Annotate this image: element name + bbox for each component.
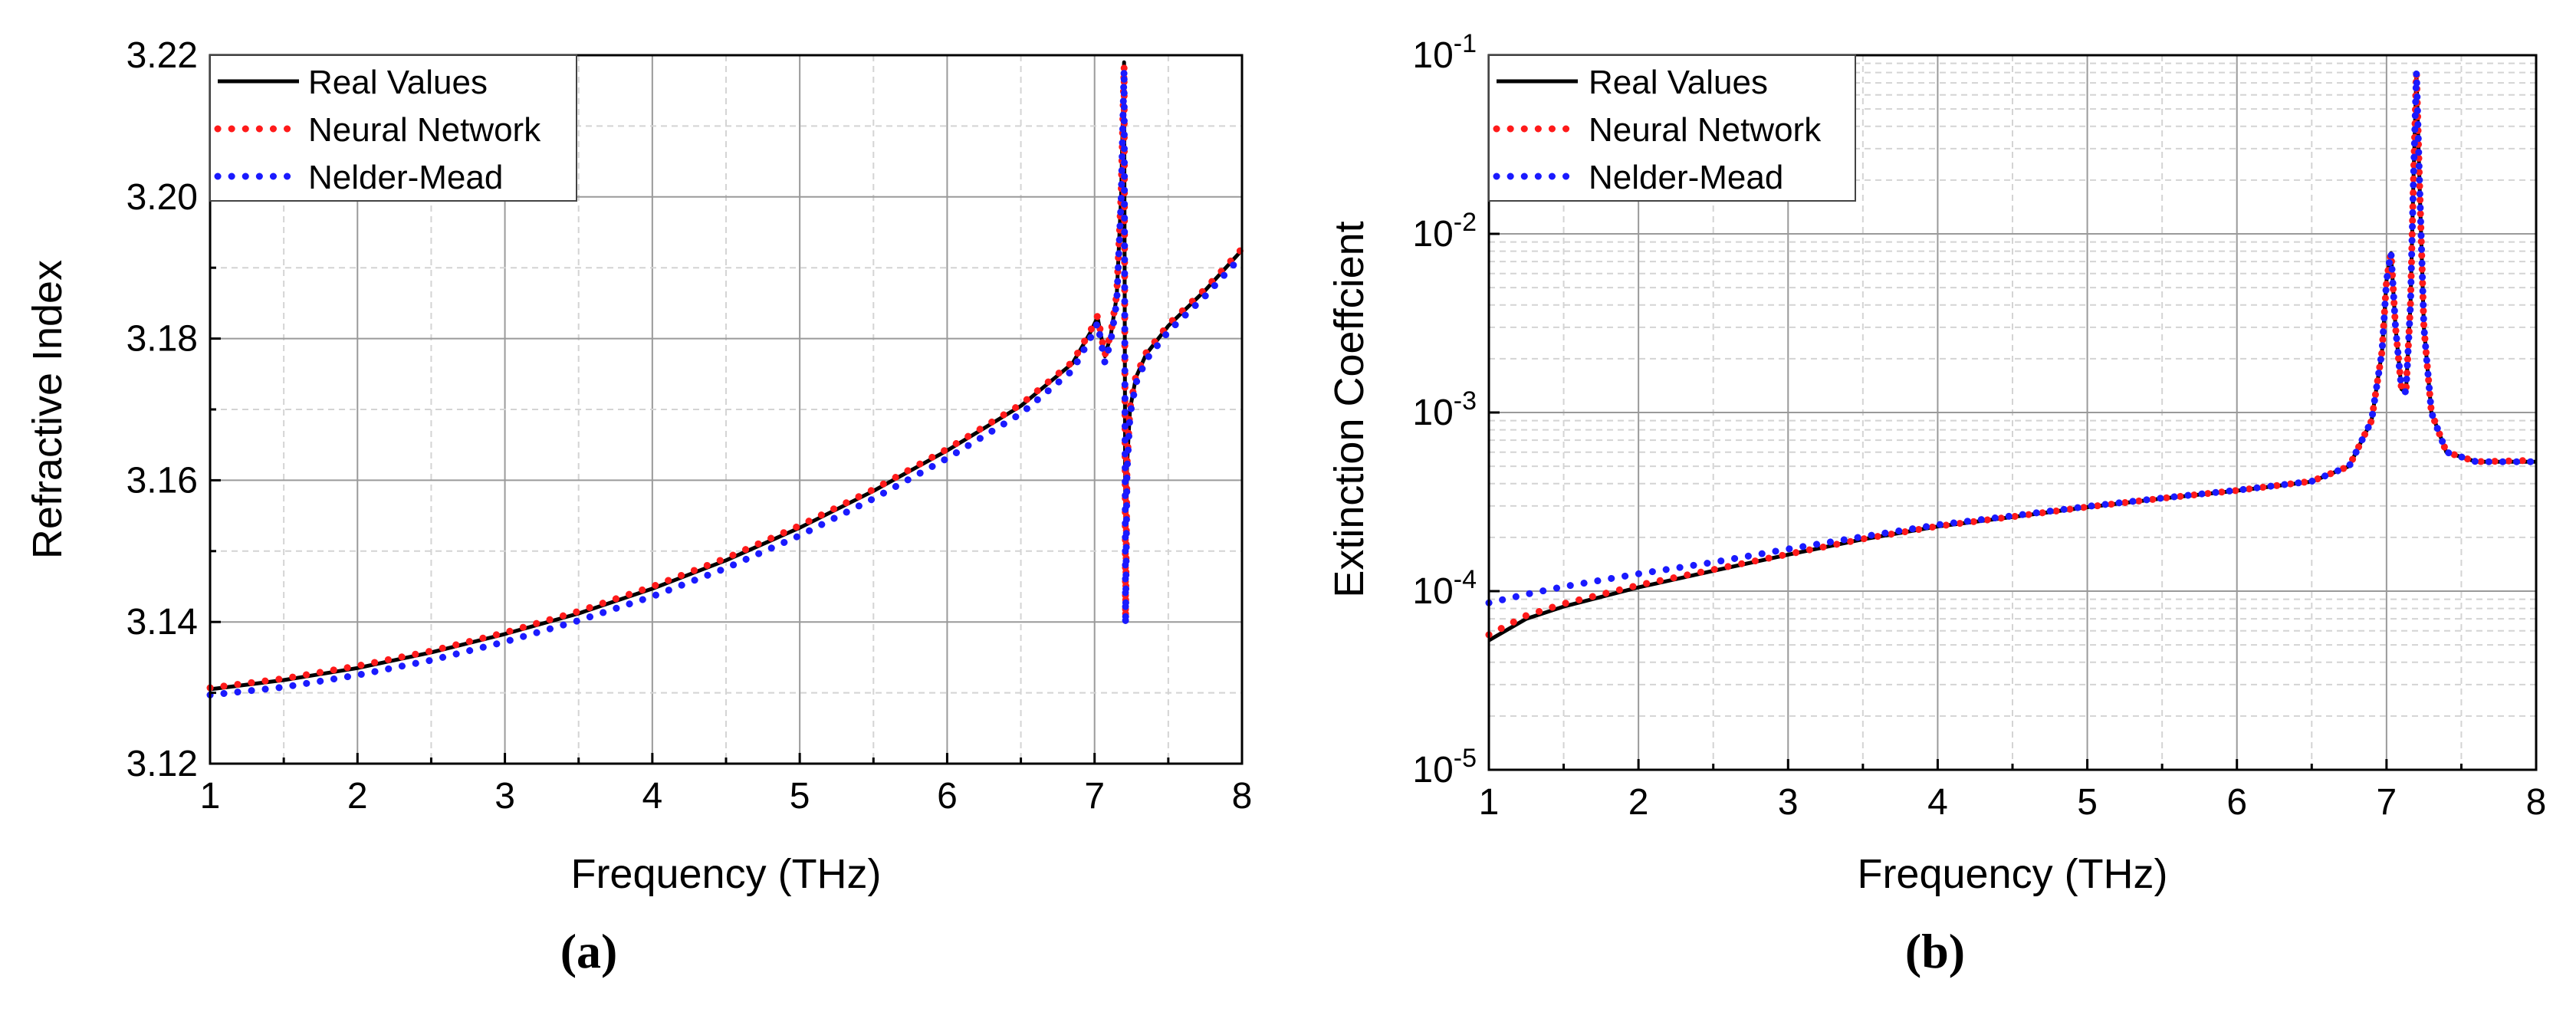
panel-a-x-tick-label: 4: [642, 776, 663, 817]
panel-b-y-tick-label: 10-5: [1412, 744, 1477, 790]
panel-b-y-tick-label: 10-3: [1412, 386, 1477, 433]
panel-a-y-tick-label: 3.16: [127, 460, 198, 501]
panel-b-x-tick-label: 6: [2226, 782, 2247, 823]
panel-b-x-tick-label: 2: [1628, 782, 1649, 823]
panel-a-y-tick-label: 3.14: [127, 602, 198, 643]
panel-a-x-axis-title: Frequency (THz): [570, 851, 881, 897]
panel-b-x-tick-label: 7: [2377, 782, 2397, 823]
legend-nelder-mead-label: Nelder-Mead: [308, 159, 503, 196]
legend-b-neural-network-label: Neural Network: [1589, 111, 1822, 149]
panel-b-x-tick-label: 1: [1479, 782, 1500, 823]
panel-a-label: (a): [560, 924, 618, 978]
panel-a-x-tick-label: 5: [790, 776, 810, 817]
panel-a-y-tick-label: 3.20: [127, 177, 198, 218]
panel-b-ticks: 1 2 3 4 5 6 7 8 10-5 10-4 10-3 10-2 10-1: [1412, 29, 2546, 823]
legend-b-real-values-label: Real Values: [1589, 64, 1768, 101]
panel-a-x-tick-label: 3: [495, 776, 515, 817]
panel-a-ticks: 1 2 3 4 5 6 7 8 3.12 3.14 3.16 3.18 3.20 3.22: [127, 35, 1253, 817]
panel-a-grid: [210, 54, 1242, 764]
panel-b-x-tick-label: 8: [2526, 782, 2547, 823]
panel-b-x-tick-label: 3: [1778, 782, 1799, 823]
panel-b-label: (b): [1905, 924, 1965, 978]
panel-b-x-axis-title: Frequency (THz): [1857, 851, 2167, 897]
panel-a-series: [206, 60, 1246, 698]
panel-a-x-tick-label: 1: [200, 776, 221, 817]
panel-a-legend: Real Values Neural Network Nelder-Mead: [209, 54, 577, 202]
panel-a-y-tick-label: 3.12: [127, 744, 198, 784]
panel-b-y-tick-label: 10-2: [1412, 208, 1477, 255]
panel-a-chart: 1 2 3 4 5 6 7 8 3.12 3.14 3.16 3.18 3.20 3.22 Frequen…: [25, 35, 1252, 978]
panel-a-y-tick-label: 3.22: [127, 35, 198, 76]
panel-b-y-axis-title: Extinction Coeffcient: [1326, 221, 1372, 597]
panel-b-chart: 1 2 3 4 5 6 7 8 10-5 10-4 10-3 10-2 10-1 Frequency (…: [1326, 29, 2546, 978]
panel-a-y-tick-label: 3.18: [127, 319, 198, 360]
panel-b-y-tick-label: 10-4: [1412, 565, 1477, 612]
panel-b-legend: Real Values Neural Network Nelder-Mead: [1488, 54, 1856, 202]
legend-neural-network-label: Neural Network: [308, 111, 541, 149]
panel-a-x-tick-label: 7: [1084, 776, 1105, 817]
legend-real-values-label: Real Values: [308, 64, 488, 101]
panel-a-x-tick-label: 8: [1232, 776, 1253, 817]
panel-b-y-tick-label: 10-1: [1412, 29, 1477, 76]
panel-a-y-axis-title: Refractive Index: [25, 260, 71, 559]
panel-b-series: [1485, 67, 2540, 643]
panel-a-x-tick-label: 6: [937, 776, 958, 817]
panel-b-x-tick-label: 4: [1927, 782, 1948, 823]
legend-b-nelder-mead-label: Nelder-Mead: [1589, 159, 1783, 196]
panel-b-x-tick-label: 5: [2077, 782, 2098, 823]
panel-b-series-nelder-mead: [1485, 67, 2540, 606]
panel-a-x-tick-label: 2: [347, 776, 368, 817]
